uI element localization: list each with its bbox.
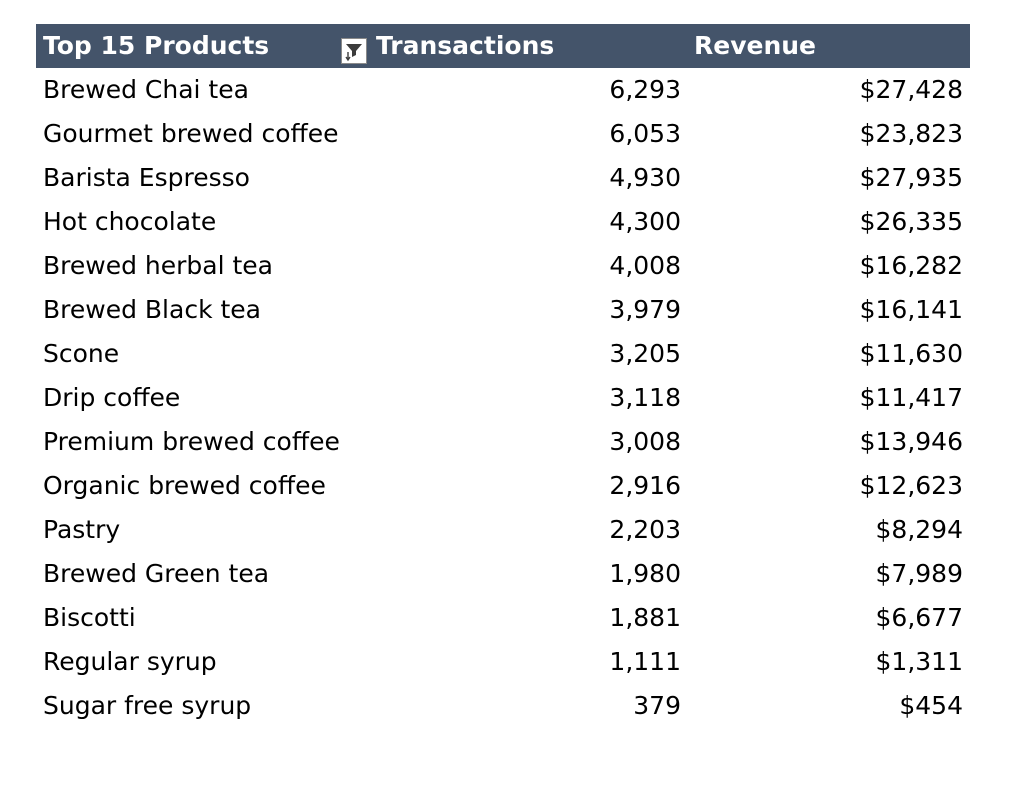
product-name-cell[interactable]: Gourmet brewed coffee	[43, 119, 339, 148]
product-name-cell[interactable]: Brewed herbal tea	[43, 251, 273, 280]
product-name-cell[interactable]: Hot chocolate	[43, 207, 217, 236]
product-name-cell[interactable]: Drip coffee	[43, 383, 181, 412]
transactions-cell[interactable]: 3,118	[609, 383, 681, 412]
revenue-column-header[interactable]: Revenue	[694, 31, 817, 60]
table-row[interactable]: Organic brewed coffee 2,916 $12,623	[36, 464, 970, 508]
table-row[interactable]: Brewed Chai tea 6,293 $27,428	[36, 68, 970, 112]
revenue-cell[interactable]: $16,141	[859, 295, 963, 324]
table-row[interactable]: Regular syrup 1,111 $1,311	[36, 640, 970, 684]
transactions-cell[interactable]: 2,916	[609, 471, 681, 500]
transactions-cell[interactable]: 3,205	[609, 339, 681, 368]
revenue-cell[interactable]: $7,989	[875, 559, 963, 588]
product-name-cell[interactable]: Pastry	[43, 515, 121, 544]
transactions-cell[interactable]: 3,979	[609, 295, 681, 324]
product-name-cell[interactable]: Premium brewed coffee	[43, 427, 340, 456]
table-row[interactable]: Scone 3,205 $11,630	[36, 332, 970, 376]
transactions-cell[interactable]: 1,980	[609, 559, 681, 588]
pivot-table: Top 15 Products Transactions Revenue Bre…	[36, 24, 970, 728]
revenue-cell[interactable]: $6,677	[875, 603, 963, 632]
product-name-cell[interactable]: Brewed Chai tea	[43, 75, 249, 104]
transactions-cell[interactable]: 3,008	[609, 427, 681, 456]
transactions-column-header[interactable]: Transactions	[376, 31, 555, 60]
pivot-header-row: Top 15 Products Transactions Revenue	[36, 24, 970, 68]
pivot-rows: Brewed Chai tea 6,293 $27,428 Gourmet brewe…	[36, 68, 970, 728]
revenue-cell[interactable]: $16,282	[859, 251, 963, 280]
table-row[interactable]: Brewed Green tea 1,980 $7,989	[36, 552, 970, 596]
table-row[interactable]: Sugar free syrup 379 $454	[36, 684, 970, 728]
table-row[interactable]: Drip coffee 3,118 $11,417	[36, 376, 970, 420]
product-name-cell[interactable]: Organic brewed coffee	[43, 471, 326, 500]
sort-filter-icon	[342, 39, 366, 63]
revenue-cell[interactable]: $454	[899, 691, 963, 720]
product-name-cell[interactable]: Brewed Black tea	[43, 295, 261, 324]
product-column-header[interactable]: Top 15 Products	[43, 31, 270, 60]
sort-filter-button[interactable]	[341, 38, 367, 64]
table-row[interactable]: Gourmet brewed coffee 6,053 $23,823	[36, 112, 970, 156]
table-row[interactable]: Brewed herbal tea 4,008 $16,282	[36, 244, 970, 288]
revenue-cell[interactable]: $13,946	[859, 427, 963, 456]
revenue-cell[interactable]: $1,311	[875, 647, 963, 676]
transactions-cell[interactable]: 4,008	[609, 251, 681, 280]
table-row[interactable]: Pastry 2,203 $8,294	[36, 508, 970, 552]
transactions-cell[interactable]: 1,111	[609, 647, 681, 676]
product-name-cell[interactable]: Scone	[43, 339, 120, 368]
revenue-cell[interactable]: $23,823	[859, 119, 963, 148]
revenue-cell[interactable]: $27,428	[859, 75, 963, 104]
product-name-cell[interactable]: Barista Espresso	[43, 163, 250, 192]
revenue-cell[interactable]: $26,335	[859, 207, 963, 236]
table-row[interactable]: Barista Espresso 4,930 $27,935	[36, 156, 970, 200]
revenue-cell[interactable]: $11,417	[859, 383, 963, 412]
table-row[interactable]: Brewed Black tea 3,979 $16,141	[36, 288, 970, 332]
revenue-cell[interactable]: $11,630	[859, 339, 963, 368]
transactions-cell[interactable]: 4,300	[609, 207, 681, 236]
transactions-cell[interactable]: 4,930	[609, 163, 681, 192]
product-name-cell[interactable]: Sugar free syrup	[43, 691, 252, 720]
table-row[interactable]: Hot chocolate 4,300 $26,335	[36, 200, 970, 244]
table-row[interactable]: Biscotti 1,881 $6,677	[36, 596, 970, 640]
product-name-cell[interactable]: Brewed Green tea	[43, 559, 270, 588]
revenue-cell[interactable]: $8,294	[875, 515, 963, 544]
transactions-cell[interactable]: 6,053	[609, 119, 681, 148]
transactions-cell[interactable]: 379	[633, 691, 681, 720]
transactions-cell[interactable]: 6,293	[609, 75, 681, 104]
transactions-cell[interactable]: 2,203	[609, 515, 681, 544]
product-name-cell[interactable]: Biscotti	[43, 603, 136, 632]
revenue-cell[interactable]: $12,623	[859, 471, 963, 500]
transactions-cell[interactable]: 1,881	[609, 603, 681, 632]
product-name-cell[interactable]: Regular syrup	[43, 647, 217, 676]
table-row[interactable]: Premium brewed coffee 3,008 $13,946	[36, 420, 970, 464]
revenue-cell[interactable]: $27,935	[859, 163, 963, 192]
